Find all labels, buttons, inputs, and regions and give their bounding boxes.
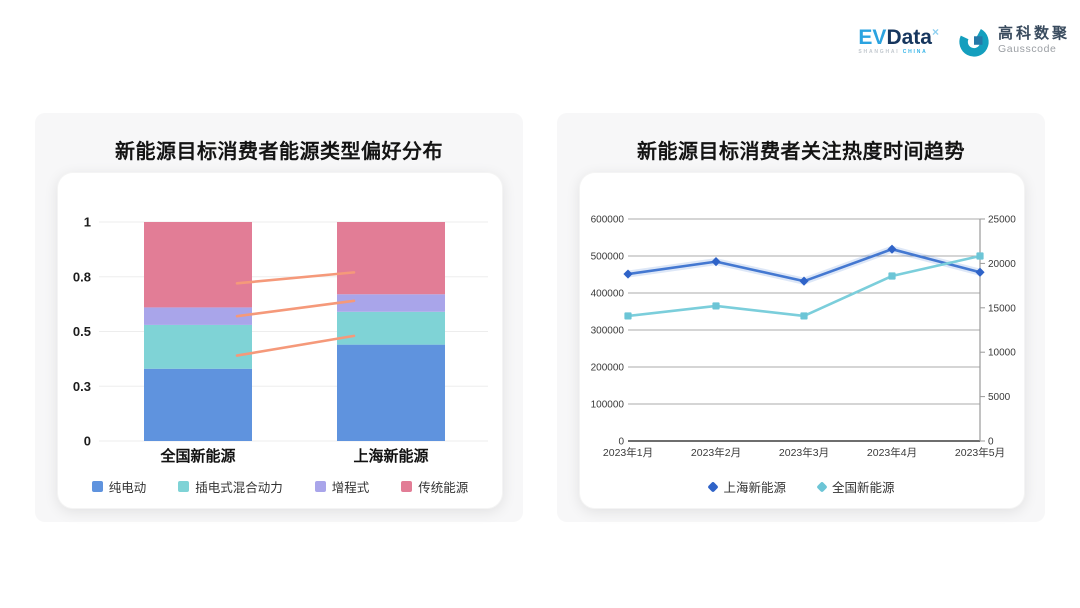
evdata-ev-text: EV — [858, 26, 887, 49]
svg-text:0.5: 0.5 — [73, 324, 91, 339]
svg-text:100000: 100000 — [591, 400, 625, 411]
legend-label: 全国新能源 — [832, 481, 895, 495]
legend-diamond-icon — [707, 480, 720, 493]
legend-diamond-icon — [816, 480, 828, 493]
bar-chart-svg: 0 0.3 0.5 0.8 1 全国新能源 上海新能源 — [73, 215, 488, 465]
svg-text:全国新能源: 全国新能源 — [159, 447, 235, 465]
line-chart-legend: 上海新能源 全国新能源 — [580, 477, 1024, 496]
svg-text:25000: 25000 — [988, 215, 1016, 226]
svg-text:0: 0 — [988, 437, 994, 448]
legend-label: 插电式混合动力 — [195, 481, 283, 495]
svg-text:400000: 400000 — [591, 289, 625, 300]
svg-text:15000: 15000 — [988, 303, 1016, 314]
legend-label: 上海新能源 — [723, 481, 786, 495]
svg-text:2023年5月: 2023年5月 — [955, 446, 1005, 459]
svg-text:500000: 500000 — [591, 252, 625, 263]
svg-text:2023年1月: 2023年1月 — [603, 446, 653, 459]
x-axis-labels: 2023年1月 2023年2月 2023年3月 2023年4月 2023年5月 — [603, 446, 1005, 459]
svg-text:2023年3月: 2023年3月 — [779, 446, 829, 459]
line-legend-item-0[interactable]: 上海新能源 — [707, 477, 786, 496]
svg-text:200000: 200000 — [591, 363, 625, 374]
line-legend-item-1[interactable]: 全国新能源 — [816, 477, 895, 496]
gausscode-en-label: Gausscode — [997, 42, 1057, 55]
legend-swatch-icon — [401, 481, 413, 492]
energy-type-preference-card: 新能源目标消费者能源类型偏好分布 0 0.3 0.5 0.8 1 全国新能源 上海新能源 纯… — [35, 113, 523, 522]
legend-label: 增程式 — [331, 481, 370, 495]
svg-text:0.8: 0.8 — [73, 269, 91, 284]
legend-label: 传统能源 — [418, 481, 469, 495]
evdata-subtitle: SHANGHAI CHINA — [858, 50, 939, 55]
line-series-0 — [623, 244, 985, 286]
svg-text:300000: 300000 — [591, 326, 625, 337]
attention-trend-card: 新能源目标消费者关注热度时间趋势 0 100000 200000 300000 4000… — [557, 113, 1045, 522]
evdata-x-icon: × — [931, 25, 939, 39]
svg-text:上海新能源: 上海新能源 — [353, 447, 428, 465]
svg-text:20000: 20000 — [988, 259, 1016, 270]
bar-chart-title: 新能源目标消费者能源类型偏好分布 — [115, 141, 443, 163]
segment-connector-lines — [235, 271, 356, 357]
bar-legend-item-1[interactable]: 插电式混合动力 — [178, 477, 283, 496]
bar-legend-item-0[interactable]: 纯电动 — [91, 477, 147, 496]
svg-text:0: 0 — [618, 437, 624, 448]
line-chart-panel: 0 100000 200000 300000 400000 500000 600000 0 50… — [579, 172, 1025, 509]
evdata-data-text: Data — [886, 26, 932, 49]
line-series-1 — [624, 252, 984, 320]
legend-swatch-icon — [91, 481, 103, 492]
brand-logos: EVData× SHANGHAI CHINA 高科数聚 Gausscode — [858, 24, 1070, 58]
evdata-wordmark: EVData× — [858, 25, 939, 49]
gausscode-icon — [959, 27, 989, 57]
legend-swatch-icon — [178, 481, 190, 492]
svg-text:1: 1 — [84, 215, 91, 230]
svg-text:0.3: 0.3 — [73, 379, 91, 394]
line-chart-svg: 0 100000 200000 300000 400000 500000 600000 0 50… — [591, 215, 1017, 460]
legend-swatch-icon — [314, 481, 326, 492]
bars-group: 全国新能源 上海新能源 — [144, 222, 445, 465]
gausscode-logo: 高科数聚 Gausscode — [957, 24, 1070, 58]
gausscode-cn-label: 高科数聚 — [997, 25, 1070, 43]
svg-text:600000: 600000 — [591, 215, 625, 226]
evdata-subtitle-china: CHINA — [902, 49, 928, 55]
svg-text:10000: 10000 — [988, 348, 1016, 359]
evdata-subtitle-shanghai: SHANGHAI — [858, 49, 900, 55]
legend-label: 纯电动 — [108, 481, 147, 495]
gausscode-text: 高科数聚 Gausscode — [998, 26, 1070, 55]
bar-legend-item-3[interactable]: 传统能源 — [401, 477, 468, 496]
svg-text:2023年4月: 2023年4月 — [867, 446, 917, 459]
right-axis: 0 5000 10000 15000 20000 25000 — [979, 215, 1016, 448]
evdata-logo: EVData× SHANGHAI CHINA — [858, 25, 939, 55]
svg-text:0: 0 — [84, 434, 91, 449]
bar-legend-item-2[interactable]: 增程式 — [314, 477, 370, 496]
svg-text:5000: 5000 — [988, 392, 1011, 403]
svg-text:2023年2月: 2023年2月 — [691, 446, 741, 459]
bar-chart-legend: 纯电动 插电式混合动力 增程式 传统能源 — [58, 477, 502, 496]
line-chart-title: 新能源目标消费者关注热度时间趋势 — [637, 141, 965, 163]
line-gridlines: 0 100000 200000 300000 400000 500000 600000 — [591, 215, 980, 448]
bar-chart-panel: 0 0.3 0.5 0.8 1 全国新能源 上海新能源 纯电动 插电式混合动力 增程式 传统能源 — [57, 172, 503, 509]
